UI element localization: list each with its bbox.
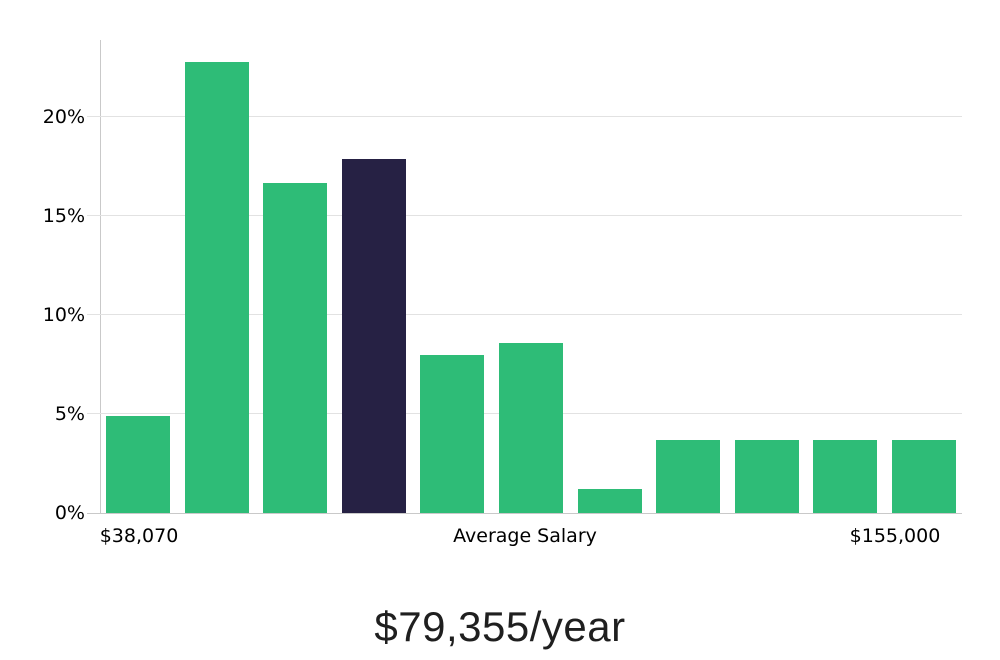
y-axis-label-15%: 15% bbox=[42, 205, 85, 227]
bar-6[interactable] bbox=[498, 342, 563, 513]
y-axis-label-0%: 0% bbox=[54, 502, 85, 524]
gridline-15% bbox=[87, 215, 962, 216]
bar-11[interactable] bbox=[891, 439, 956, 513]
y-axis-label-20%: 20% bbox=[42, 106, 85, 128]
y-axis-label-10%: 10% bbox=[42, 304, 85, 326]
x-axis-label-max-salary: $155,000 bbox=[849, 525, 941, 547]
bar-9[interactable] bbox=[734, 439, 799, 513]
average-salary-caption: $79,355/year bbox=[374, 603, 626, 650]
bar-5[interactable] bbox=[420, 354, 485, 513]
x-axis-tick-zero bbox=[87, 513, 101, 514]
x-axis-label-average-salary: Average Salary bbox=[453, 525, 597, 547]
gridline-10% bbox=[87, 314, 962, 315]
bar-10[interactable] bbox=[813, 439, 878, 513]
x-axis-label-min-salary: $38,070 bbox=[99, 525, 179, 547]
bar-8[interactable] bbox=[656, 439, 721, 513]
bar-1[interactable] bbox=[106, 416, 170, 513]
bar-average-salary-bin[interactable] bbox=[341, 158, 406, 513]
gridline-20% bbox=[87, 116, 962, 117]
y-axis-label-5%: 5% bbox=[54, 403, 85, 425]
bar-2[interactable] bbox=[184, 61, 249, 513]
plot-area: $38,070 Average Salary $155,000 0% 5% 10% 1… bbox=[43, 40, 962, 547]
bar-3[interactable] bbox=[263, 182, 328, 513]
bar-7[interactable] bbox=[577, 489, 642, 513]
